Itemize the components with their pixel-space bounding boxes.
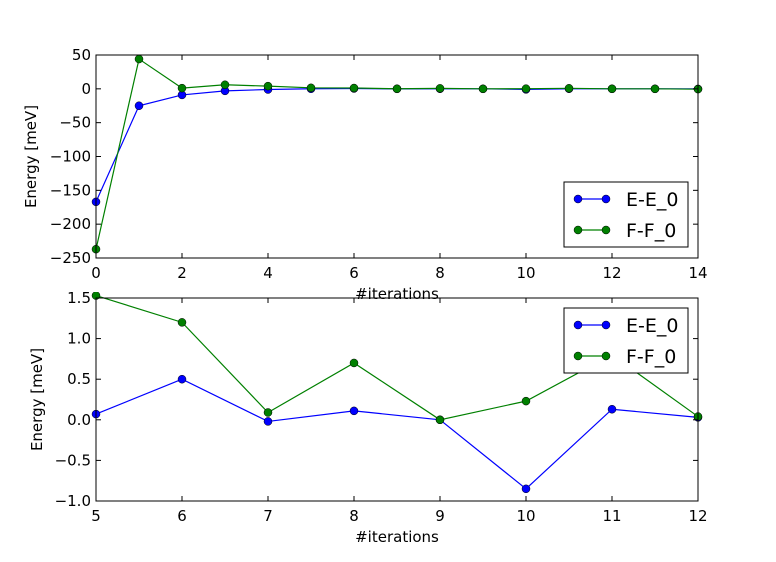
data-point-F-F_0	[349, 358, 359, 368]
data-point-F-F_0	[263, 408, 273, 417]
legend-label: F-F_0	[626, 220, 676, 242]
x-tick-label: 10	[516, 264, 535, 282]
data-point-E-E_0	[521, 484, 531, 494]
x-tick-label: 2	[177, 264, 187, 282]
y-tick-label: 0.0	[67, 411, 91, 429]
y-axis-label: Energy [meV]	[28, 348, 46, 451]
data-point-F-F_0	[607, 84, 617, 94]
data-point-E-E_0	[263, 417, 273, 426]
legend-marker	[573, 225, 583, 235]
y-tick-label: 50	[72, 46, 91, 64]
legend-marker	[573, 194, 583, 204]
y-tick-label: 0	[81, 80, 91, 98]
y-tick-label: −200	[50, 215, 91, 233]
data-point-F-F_0	[435, 84, 445, 93]
data-point-F-F_0	[650, 84, 660, 94]
y-tick-label: −150	[50, 181, 91, 199]
data-point-E-E_0	[607, 404, 617, 414]
data-point-F-F_0	[306, 83, 316, 93]
legend-marker	[601, 194, 611, 204]
y-tick-label: −1.0	[55, 492, 91, 510]
data-point-F-F_0	[220, 80, 230, 90]
legend-label: E-E_0	[626, 189, 678, 211]
plot-area	[91, 54, 703, 254]
x-tick-label: 4	[263, 264, 273, 282]
y-tick-label: −0.5	[55, 451, 91, 469]
x-tick-label: 11	[602, 507, 621, 525]
x-tick-label: 6	[177, 507, 187, 525]
x-tick-label: 0	[91, 264, 101, 282]
legend-box	[563, 307, 689, 374]
legend-label: F-F_0	[626, 346, 676, 368]
y-tick-label: 1.5	[67, 289, 91, 307]
legend: E-E_0 F-F_0	[563, 307, 689, 374]
x-axis-label: #iterations	[355, 528, 439, 546]
data-point-F-F_0	[521, 84, 531, 93]
x-tick-label: 8	[349, 507, 359, 525]
legend-box	[563, 181, 689, 248]
data-point-F-F_0	[392, 84, 402, 94]
x-axis-label: #iterations	[355, 285, 439, 303]
data-point-F-F_0	[177, 318, 187, 327]
legend-marker	[601, 351, 611, 361]
y-tick-label: −50	[59, 114, 91, 132]
legend-marker	[573, 320, 583, 330]
plot-area	[91, 292, 703, 494]
x-tick-label: 7	[263, 507, 273, 525]
y-axis-label: Energy [meV]	[22, 105, 40, 208]
legend-marker	[573, 351, 583, 361]
data-point-E-E_0	[177, 374, 187, 384]
x-tick-label: 12	[688, 507, 707, 525]
y-tick-label: −250	[50, 249, 91, 267]
data-point-F-F_0	[177, 83, 187, 93]
x-tick-label: 14	[688, 264, 707, 282]
legend-label: E-E_0	[626, 315, 678, 337]
x-tick-label: 12	[602, 264, 621, 282]
x-tick-label: 6	[349, 264, 359, 282]
x-tick-label: 10	[516, 507, 535, 525]
x-tick-label: 8	[435, 264, 445, 282]
x-tick-label: 9	[435, 507, 445, 525]
legend: E-E_0 F-F_0	[563, 181, 689, 248]
data-point-F-F_0	[521, 396, 531, 406]
legend-marker	[601, 225, 611, 235]
legend-marker	[601, 320, 611, 330]
data-point-E-E_0	[349, 406, 359, 416]
data-point-F-F_0	[564, 84, 574, 93]
y-tick-label: 1.0	[67, 330, 91, 348]
data-point-F-F_0	[435, 415, 445, 425]
subplot-1: 0 2 4 6 8 10 12 14 −250 −200 −150 −100 −50 0 50 #iterat…	[22, 46, 708, 303]
data-point-E-E_0	[134, 101, 144, 110]
data-point-F-F_0	[263, 81, 273, 91]
x-tick-label: 5	[91, 507, 101, 525]
axes-frame	[95, 297, 699, 502]
series-line-E-E_0	[95, 378, 699, 490]
y-tick-label: 0.5	[67, 370, 91, 388]
data-point-F-F_0	[349, 83, 359, 93]
subplot-2: 5 6 7 8 9 10 11 12 −1.0 −0.5 0.0 0.5 1.0 1.5 #iteratio…	[28, 289, 708, 546]
y-tick-label: −100	[50, 148, 91, 166]
data-point-F-F_0	[478, 84, 488, 94]
data-point-F-F_0	[134, 54, 144, 64]
